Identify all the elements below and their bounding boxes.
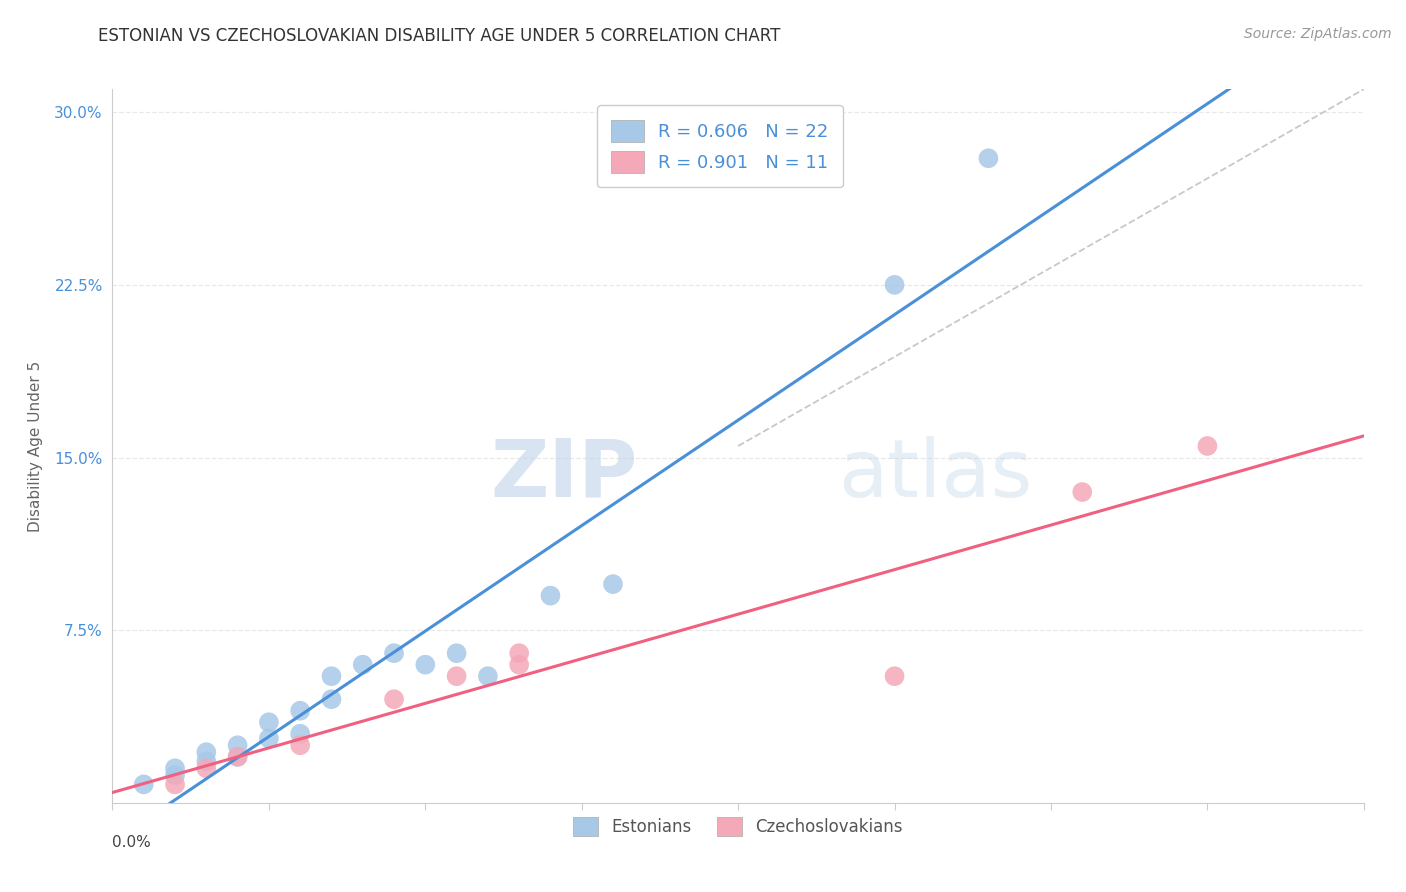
- Point: [163, 768, 186, 782]
- Point: [413, 657, 436, 672]
- Point: [226, 749, 249, 764]
- Point: [382, 692, 405, 706]
- Point: [1197, 439, 1219, 453]
- Point: [883, 277, 905, 292]
- Legend: Estonians, Czechoslovakians: Estonians, Czechoslovakians: [565, 808, 911, 845]
- Point: [602, 577, 624, 591]
- Point: [477, 669, 499, 683]
- Point: [195, 745, 218, 759]
- Text: Source: ZipAtlas.com: Source: ZipAtlas.com: [1244, 27, 1392, 41]
- Text: ESTONIAN VS CZECHOSLOVAKIAN DISABILITY AGE UNDER 5 CORRELATION CHART: ESTONIAN VS CZECHOSLOVAKIAN DISABILITY A…: [98, 27, 780, 45]
- Point: [257, 715, 280, 730]
- Point: [508, 657, 530, 672]
- Point: [290, 738, 312, 752]
- Point: [446, 646, 468, 660]
- Point: [163, 777, 186, 791]
- Point: [977, 151, 1000, 165]
- Point: [352, 657, 374, 672]
- Point: [163, 761, 186, 775]
- Point: [195, 755, 218, 769]
- Text: atlas: atlas: [838, 435, 1032, 514]
- Point: [321, 692, 343, 706]
- Text: 0.0%: 0.0%: [112, 835, 152, 850]
- Point: [132, 777, 155, 791]
- Point: [290, 727, 312, 741]
- Point: [508, 646, 530, 660]
- Point: [290, 704, 312, 718]
- Point: [1071, 485, 1094, 500]
- Point: [382, 646, 405, 660]
- Point: [321, 669, 343, 683]
- Point: [226, 749, 249, 764]
- Point: [226, 738, 249, 752]
- Point: [538, 589, 561, 603]
- Point: [257, 731, 280, 746]
- Point: [446, 669, 468, 683]
- Y-axis label: Disability Age Under 5: Disability Age Under 5: [28, 360, 44, 532]
- Point: [883, 669, 905, 683]
- Text: ZIP: ZIP: [491, 435, 638, 514]
- Point: [195, 761, 218, 775]
